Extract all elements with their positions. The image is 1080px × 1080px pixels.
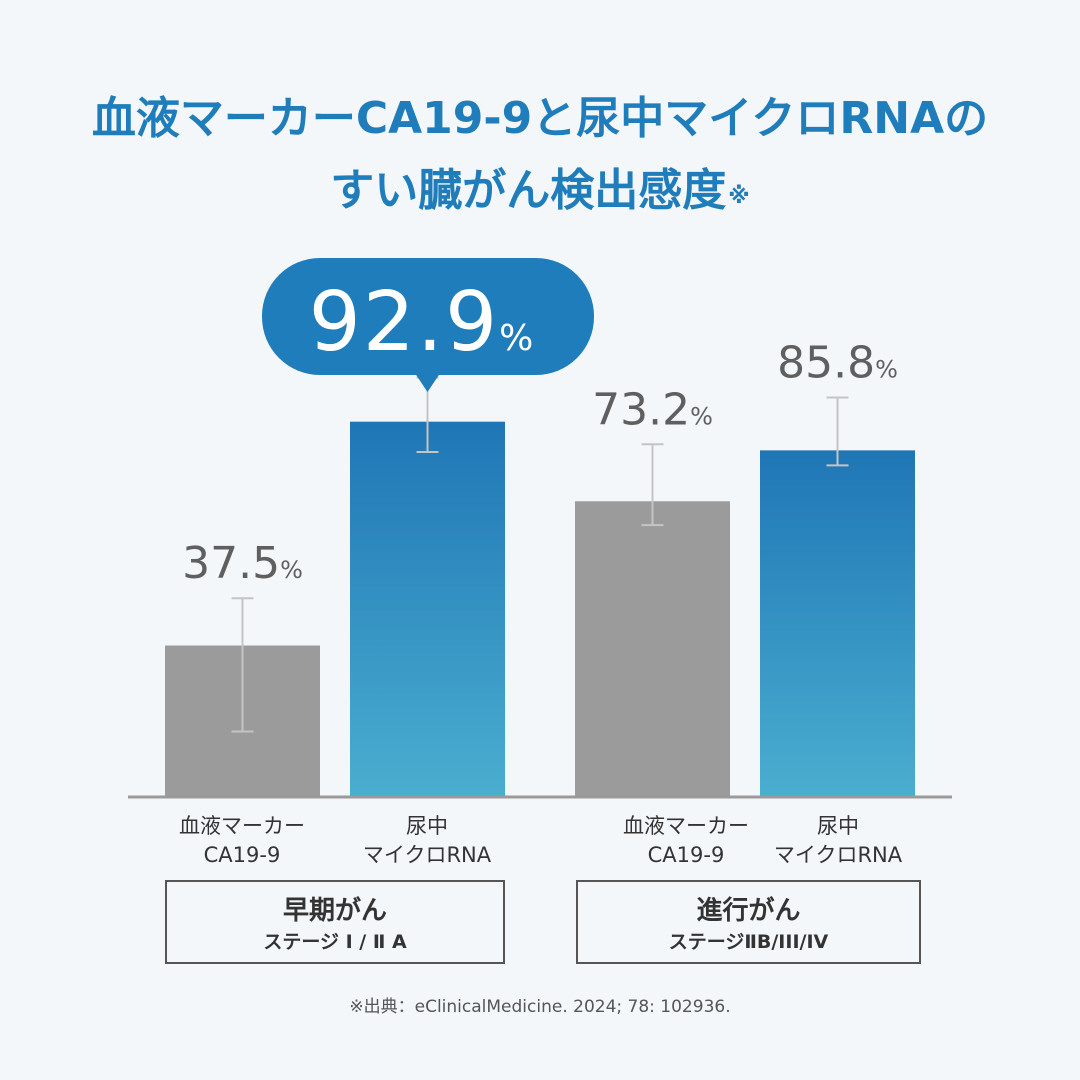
category-label-line: 尿中 (817, 814, 859, 838)
group-name: 早期がん (282, 896, 387, 926)
group-stage: ステージ Ⅰ / Ⅱ A (263, 931, 407, 953)
group-box-advanced: 進行がん ステージⅡB/III/IV (576, 880, 921, 964)
group-name: 進行がん (696, 896, 801, 926)
category-label-line: 血液マーカー (179, 814, 305, 838)
value-unit: % (875, 355, 898, 383)
bar-g1-b2 (350, 421, 505, 797)
category-label-line: 尿中 (406, 814, 448, 838)
footnote-mark: ※ (728, 184, 750, 209)
value-unit: % (690, 402, 713, 430)
value-unit: % (499, 318, 535, 359)
callout-pointer (415, 374, 440, 392)
value-number: 37.5 (182, 538, 280, 589)
group-box-early: 早期がん ステージ Ⅰ / Ⅱ A (165, 880, 505, 964)
value-number: 73.2 (592, 384, 690, 435)
category-label-line: CA19-9 (203, 843, 281, 867)
category-label-line: CA19-9 (647, 843, 725, 867)
chart-title-line1: 血液マーカーCA19-9と尿中マイクロRNAの (91, 93, 989, 144)
category-label-line: マイクロRNA (362, 843, 492, 867)
value-number: 85.8 (777, 337, 875, 388)
value-label: 85.8% (777, 337, 898, 388)
category-label-g2-b2: 尿中 マイクロRNA (738, 812, 938, 870)
value-unit: % (280, 556, 303, 584)
group-stage: ステージⅡB/III/IV (668, 931, 829, 953)
category-label-line: 血液マーカー (623, 814, 749, 838)
source-citation: ※出典：eClinicalMedicine. 2024; 78: 102936. (349, 997, 731, 1017)
bar-g2-b2 (760, 450, 915, 797)
value-label-highlight: 92.9% (309, 275, 536, 370)
bar-g2-b1 (575, 501, 730, 797)
value-number: 92.9 (309, 275, 500, 370)
category-label-g1-b1: 血液マーカー CA19-9 (142, 812, 342, 870)
chart-title-line2-text: すい臓がん検出感度 (330, 165, 727, 216)
value-label: 73.2% (592, 384, 713, 435)
category-label-g1-b2: 尿中 マイクロRNA (327, 812, 527, 870)
category-label-line: マイクロRNA (773, 843, 903, 867)
callout-bubble (262, 258, 594, 375)
value-label: 37.5% (182, 538, 303, 589)
chart-title-line2: すい臓がん検出感度※ (0, 160, 1080, 222)
category-label-g2-b1: 血液マーカー CA19-9 (586, 812, 786, 870)
